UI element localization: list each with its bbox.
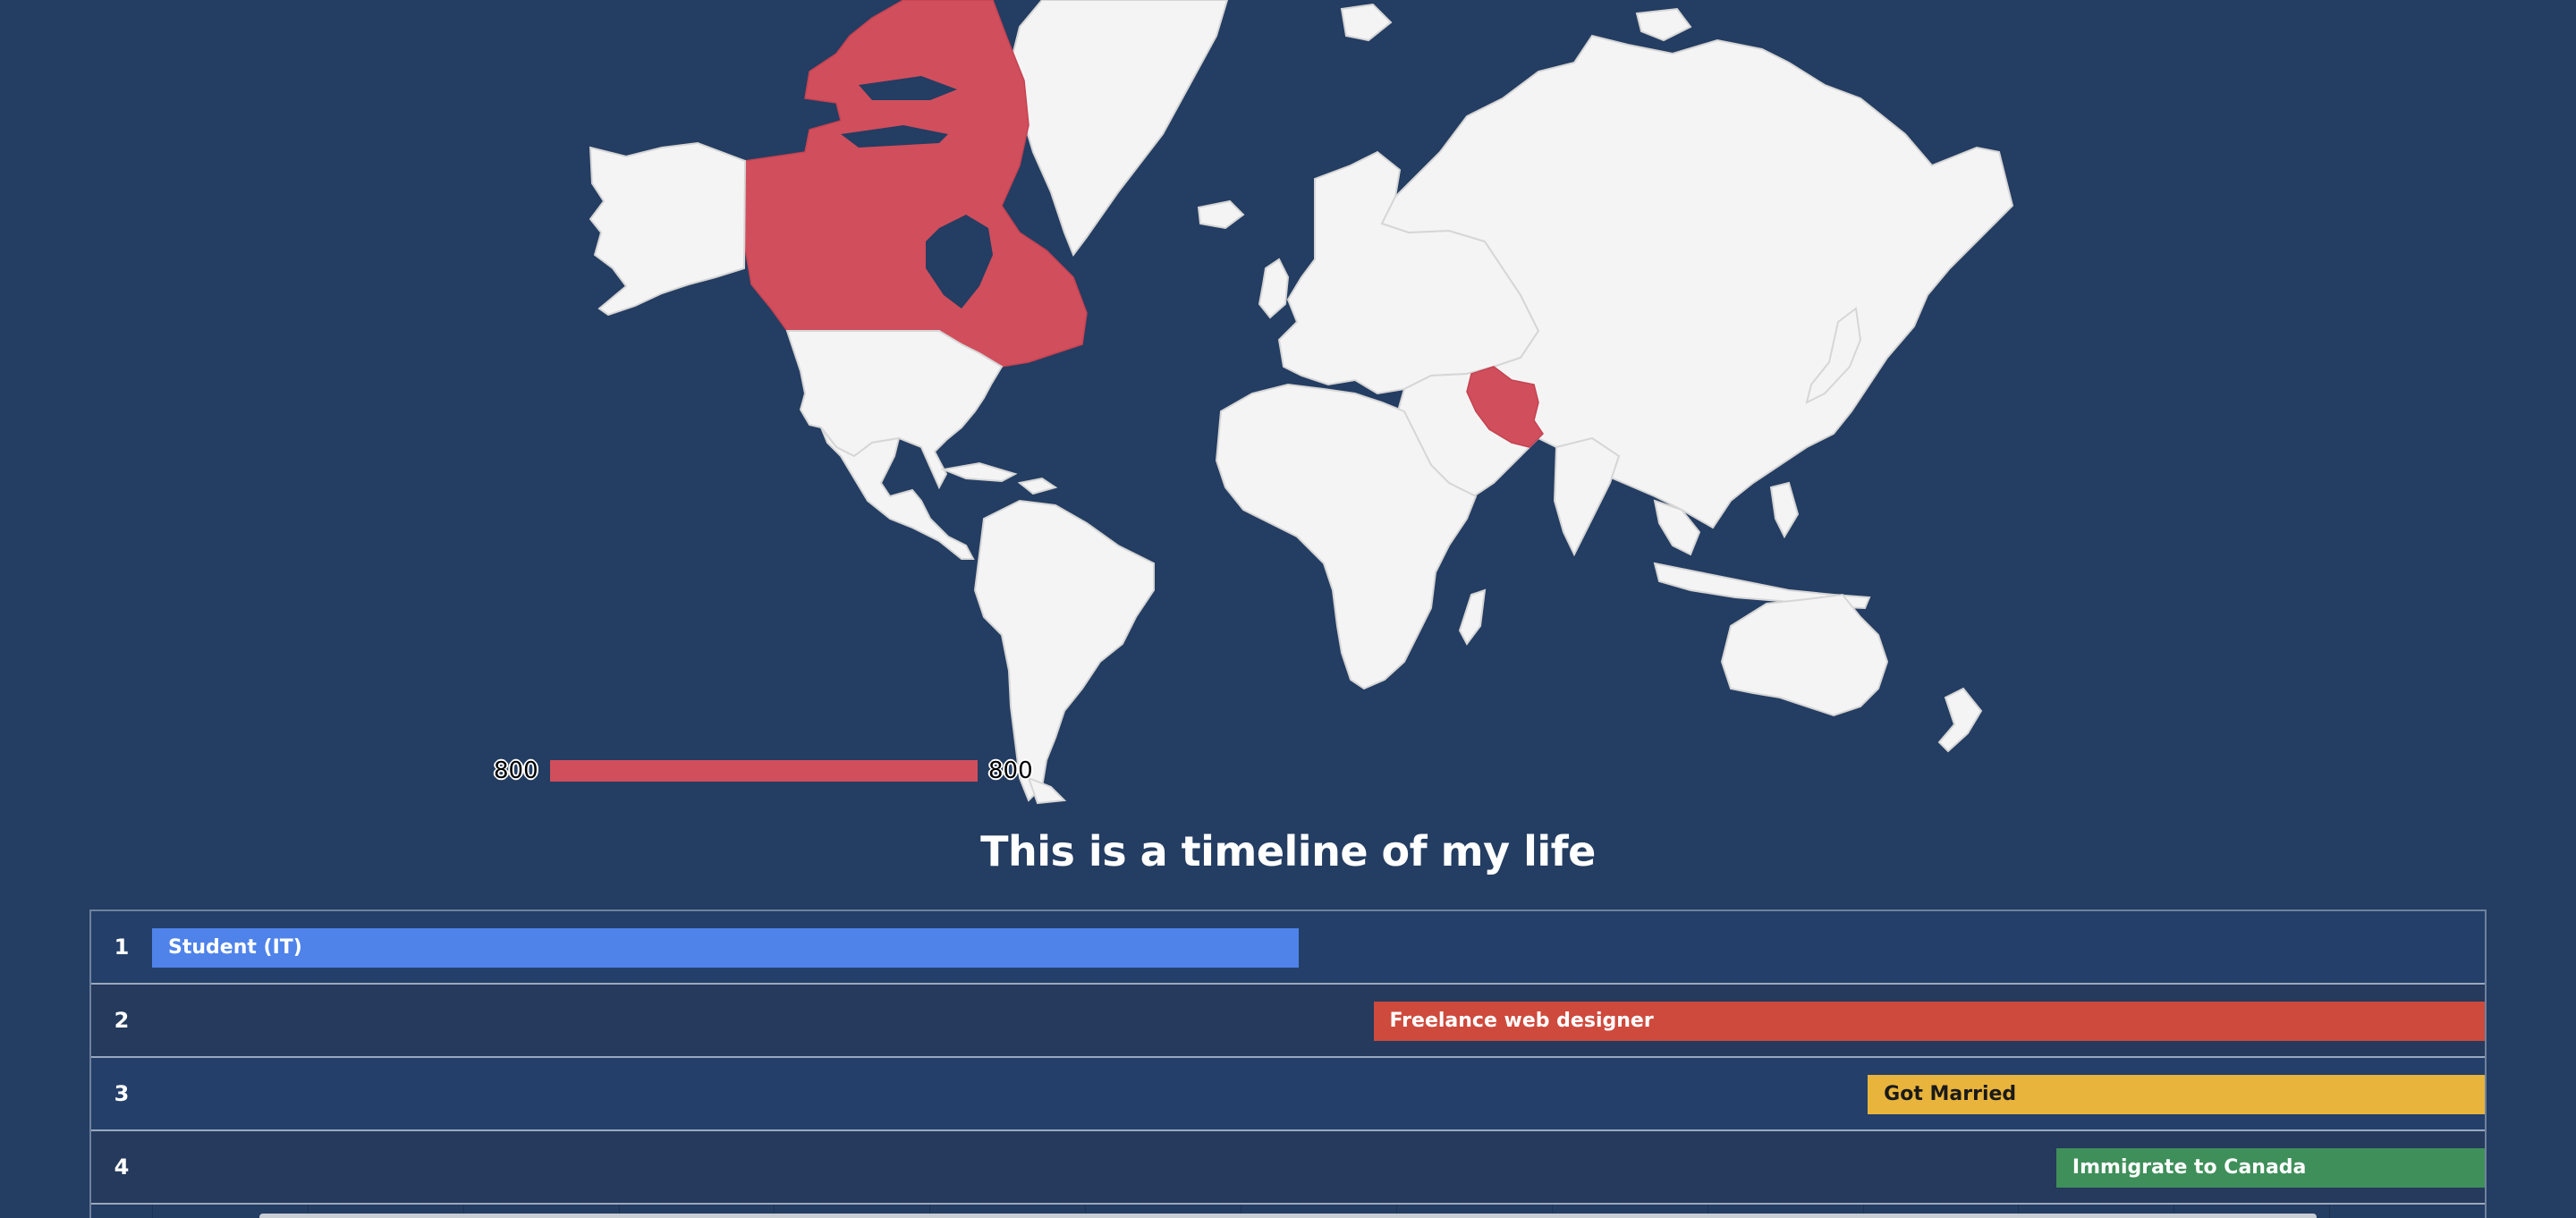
country-hispaniola[interactable]	[1017, 477, 1058, 495]
arctic-channel-2	[859, 76, 957, 100]
timeline-title: This is a timeline of my life	[980, 827, 1596, 875]
timeline-row: 1 Student (IT)	[91, 911, 2485, 985]
timeline-row-number: 1	[114, 935, 130, 960]
country-iran[interactable]	[1466, 366, 1544, 448]
country-new-zealand[interactable]	[1937, 687, 1983, 753]
hudson-bay	[926, 215, 993, 309]
timeline-bar[interactable]: Got Married	[1868, 1075, 2485, 1114]
legend-color-bar	[550, 760, 978, 782]
country-greenland[interactable]	[1009, 0, 1229, 258]
country-madagascar[interactable]	[1458, 588, 1487, 646]
legend-max-label: 800	[988, 757, 1033, 784]
country-japan[interactable]	[1805, 307, 1862, 404]
timeline-row-number: 4	[114, 1155, 130, 1180]
timeline-bar[interactable]: Freelance web designer	[1373, 1002, 2485, 1041]
country-india[interactable]	[1553, 436, 1621, 557]
country-uk[interactable]	[1258, 258, 1290, 319]
continent-asia[interactable]	[1380, 34, 2014, 529]
country-iceland[interactable]	[1197, 199, 1245, 230]
world-map-svg	[589, 0, 2014, 805]
country-mexico[interactable]	[820, 427, 975, 560]
country-franz-josef[interactable]	[1635, 7, 1692, 42]
timeline-row-number: 3	[114, 1081, 130, 1106]
country-usa[interactable]	[785, 330, 1004, 490]
continent-africa[interactable]	[1215, 383, 1478, 690]
arctic-channel-1	[841, 125, 948, 148]
timeline-chart: 1 Student (IT) 2 Freelance web designer 3 Got…	[89, 909, 2487, 1218]
country-svalbard[interactable]	[1340, 3, 1393, 42]
country-cuba[interactable]	[940, 461, 1018, 483]
timeline-bar[interactable]: Student (IT)	[152, 928, 1300, 968]
continent-south-america[interactable]	[973, 499, 1155, 802]
legend-min-label: 800	[494, 757, 538, 784]
country-australia[interactable]	[1720, 593, 1889, 717]
region-tierra-del-fuego[interactable]	[1027, 776, 1067, 805]
timeline-row: 2 Freelance web designer	[91, 985, 2485, 1058]
region-indonesia[interactable]	[1653, 562, 1871, 610]
world-map: 800 800	[494, 0, 2014, 805]
horizontal-scrollbar[interactable]	[259, 1214, 2317, 1218]
timeline-row: 3 Got Married	[91, 1058, 2485, 1131]
country-usa-alaska[interactable]	[589, 141, 747, 317]
timeline-row: 4 Immigrate to Canada	[91, 1131, 2485, 1205]
region-southeast-asia[interactable]	[1653, 499, 1701, 556]
timeline-row-number: 2	[114, 1008, 130, 1033]
timeline-bar[interactable]: Immigrate to Canada	[2055, 1148, 2485, 1188]
country-philippines[interactable]	[1769, 481, 1800, 539]
